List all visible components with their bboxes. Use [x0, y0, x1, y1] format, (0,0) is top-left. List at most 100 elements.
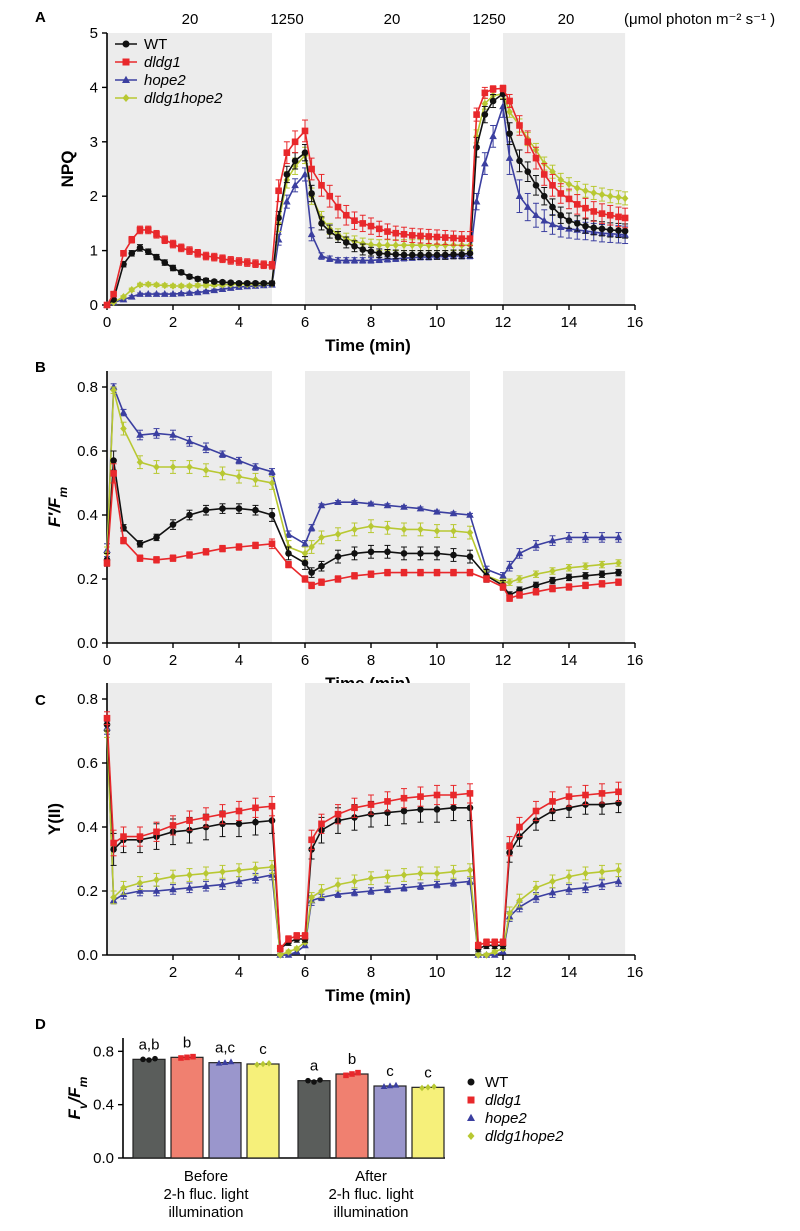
- data-point-WT: [606, 226, 614, 234]
- bar-point-dldg1hope2: [254, 1061, 260, 1068]
- low-light-shade: [503, 683, 626, 955]
- data-point-dldg1: [557, 190, 565, 197]
- x-tick-label: 2: [169, 964, 177, 981]
- data-point-dldg1hope2: [276, 951, 284, 959]
- data-point-WT: [308, 569, 315, 576]
- data-point-dldg1: [473, 111, 480, 118]
- data-point-dldg1: [375, 225, 383, 233]
- data-point-dldg1hope2: [417, 869, 424, 878]
- data-point-dldg1: [615, 788, 622, 796]
- bar-point-WT: [311, 1079, 317, 1085]
- data-point-hope2: [565, 885, 573, 893]
- data-point-dldg1: [334, 810, 342, 818]
- data-point-WT: [590, 224, 598, 232]
- x-tick-label: 16: [627, 652, 644, 669]
- data-point-dldg1hope2: [433, 241, 441, 249]
- data-point-dldg1hope2: [433, 869, 441, 878]
- light-intensity-label: 1250: [270, 11, 303, 28]
- data-point-dldg1hope2: [318, 533, 325, 542]
- data-point-dldg1: [549, 585, 556, 592]
- data-point-WT: [161, 259, 169, 266]
- data-point-hope2: [466, 510, 474, 518]
- data-point-hope2: [109, 382, 118, 390]
- data-point-dldg1: [268, 802, 276, 810]
- data-point-dldg1hope2: [408, 241, 416, 249]
- data-point-dldg1: [161, 236, 169, 244]
- data-point-dldg1: [275, 187, 282, 195]
- data-point-WT: [359, 246, 367, 253]
- data-point-dldg1: [285, 935, 292, 943]
- category-label: 2-h fluc. light: [163, 1186, 249, 1203]
- data-point-hope2: [383, 885, 392, 893]
- data-point-hope2: [367, 256, 375, 264]
- data-point-dldg1hope2: [169, 463, 177, 471]
- significance-letter: b: [348, 1051, 356, 1068]
- data-point-dldg1hope2: [506, 909, 513, 918]
- data-point-WT: [334, 553, 342, 560]
- legend-marker-hope2: [122, 75, 130, 83]
- data-point-hope2: [505, 154, 514, 161]
- low-light-shade: [503, 33, 626, 305]
- data-point-WT: [549, 577, 556, 584]
- data-point-hope2: [144, 290, 153, 297]
- data-point-WT: [252, 279, 259, 287]
- data-point-WT: [153, 253, 160, 261]
- data-point-hope2: [481, 159, 489, 167]
- data-point-dldg1: [120, 250, 127, 257]
- series-line-dldg1: [106, 87, 626, 306]
- data-point-hope2: [185, 437, 194, 445]
- data-point-hope2: [301, 539, 309, 547]
- light-intensity-label: 20: [182, 11, 199, 28]
- data-point-dldg1hope2: [621, 194, 629, 203]
- data-point-dldg1: [227, 257, 235, 264]
- data-point-WT: [169, 521, 177, 528]
- data-point-dldg1: [532, 588, 540, 596]
- data-point-dldg1: [260, 261, 268, 269]
- data-point-hope2: [598, 880, 606, 888]
- legend-label-hope2: hope2: [144, 72, 186, 89]
- data-point-dldg1: [293, 932, 301, 940]
- data-point-WT: [417, 251, 424, 259]
- x-tick-label: 16: [627, 314, 644, 331]
- data-point-dldg1hope2: [565, 564, 573, 572]
- bar-point-dldg1: [178, 1055, 184, 1061]
- data-point-dldg1hope2: [516, 575, 523, 583]
- category-label: Before: [184, 1168, 228, 1185]
- data-point-dldg1: [606, 211, 614, 219]
- bar-point-WT: [140, 1056, 146, 1063]
- data-point-dldg1hope2: [359, 239, 367, 248]
- data-point-dldg1: [219, 810, 226, 818]
- data-point-dldg1: [466, 569, 474, 576]
- data-point-dldg1: [235, 543, 243, 551]
- data-point-hope2: [301, 170, 309, 178]
- x-tick-label: 4: [235, 652, 243, 669]
- series-line-dldg1hope2: [106, 92, 626, 306]
- data-point-dldg1: [235, 258, 243, 265]
- data-point-dldg1: [110, 470, 117, 477]
- data-point-WT: [194, 275, 202, 283]
- data-point-WT: [136, 540, 144, 548]
- data-point-dldg1: [433, 791, 441, 799]
- data-point-hope2: [160, 290, 169, 297]
- data-point-WT: [128, 250, 136, 257]
- data-point-hope2: [505, 562, 514, 569]
- data-point-dldg1: [573, 201, 581, 208]
- data-point-dldg1hope2: [565, 180, 573, 189]
- data-point-dldg1: [506, 842, 513, 850]
- data-point-WT: [153, 534, 160, 541]
- y-tick-label: 0.8: [93, 1043, 114, 1060]
- low-light-shade: [305, 33, 470, 305]
- data-point-dldg1: [466, 790, 474, 797]
- data-point-dldg1: [598, 790, 606, 797]
- y-tick-label: 0.8: [77, 691, 98, 708]
- data-point-dldg1: [186, 817, 193, 824]
- data-point-dldg1hope2: [615, 866, 622, 874]
- data-point-WT: [417, 806, 424, 813]
- data-point-dldg1: [136, 833, 144, 840]
- data-point-hope2: [350, 888, 359, 896]
- data-point-hope2: [499, 571, 507, 579]
- data-point-dldg1: [301, 575, 309, 583]
- data-point-hope2: [548, 888, 557, 896]
- data-point-hope2: [268, 467, 276, 475]
